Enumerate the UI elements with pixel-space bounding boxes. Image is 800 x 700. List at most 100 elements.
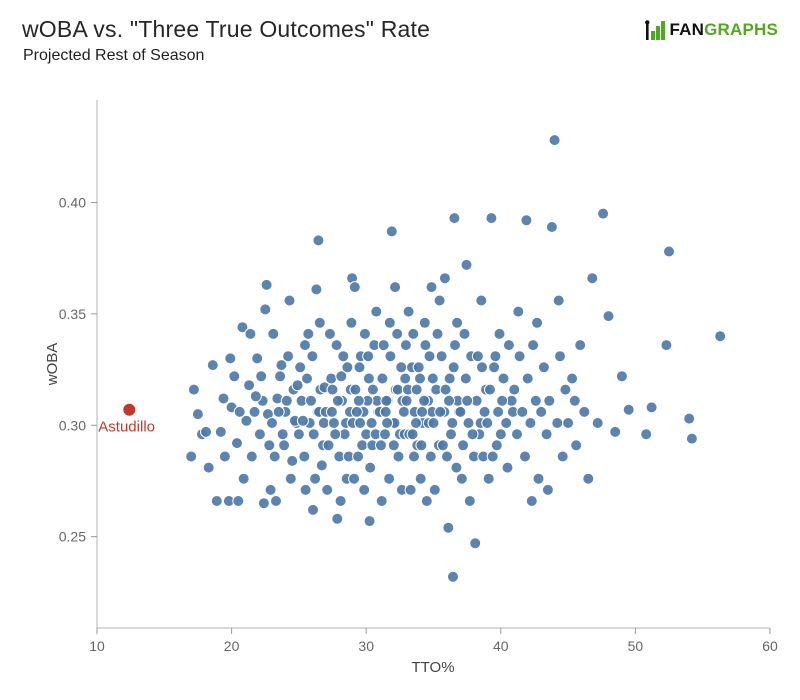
logo-text-graphs: GRAPHS [704, 20, 778, 39]
scatter-point [524, 417, 537, 429]
scatter-point [352, 450, 365, 463]
scatter-point [263, 439, 276, 452]
x-tick-label: 10 [89, 638, 105, 654]
scatter-point [441, 450, 453, 463]
y-tick-label: 0.35 [59, 306, 86, 322]
scatter-point [466, 428, 479, 441]
scatter-point [356, 439, 369, 452]
scatter-point [459, 372, 472, 385]
scatter-point [500, 417, 513, 429]
scatter-point [296, 414, 309, 427]
scatter-point [412, 361, 425, 374]
scatter-point [447, 570, 459, 583]
scatter-point [383, 316, 396, 329]
scatter-point [270, 495, 282, 507]
scatter-point [375, 495, 388, 507]
scatter-point [395, 361, 408, 374]
scatter-point [391, 383, 404, 396]
scatter-point [455, 472, 468, 485]
scatter-point [200, 425, 212, 438]
scatter-point [586, 272, 599, 285]
scatter-point [471, 350, 484, 363]
scatter-point [407, 327, 420, 340]
fangraphs-wordmark: FANGRAPHS [669, 20, 778, 40]
scatter-point [427, 417, 440, 429]
scatter-point [570, 439, 583, 452]
scatter-point [217, 392, 230, 405]
x-tick-label: 60 [762, 638, 778, 654]
scatter-point [410, 383, 423, 396]
scatter-point [428, 483, 441, 496]
scatter-point [497, 372, 510, 385]
scatter-point [322, 439, 335, 452]
scatter-point [545, 221, 558, 233]
scatter-point [352, 394, 365, 407]
scatter-point [272, 405, 285, 418]
scatter-point [408, 450, 420, 463]
scatter-point [348, 472, 361, 485]
logo-text-fan: FAN [669, 20, 705, 39]
scatter-point [475, 294, 488, 307]
scatter-point [302, 327, 315, 340]
scatter-point [438, 272, 451, 285]
scatter-point [214, 425, 227, 438]
scatter-point [276, 428, 289, 441]
scatter-point [435, 350, 448, 363]
scatter-point [232, 495, 245, 507]
scatter-point [443, 372, 456, 385]
scatter-point [243, 379, 256, 392]
scatter-point [461, 394, 474, 407]
scatter-point [431, 327, 444, 340]
scatter-point [426, 372, 439, 385]
scatter-point [292, 428, 305, 441]
scatter-point [348, 281, 361, 294]
scatter-point [294, 361, 307, 374]
scatter-point [447, 361, 460, 374]
scatter-point [493, 327, 506, 340]
scatter-point [685, 432, 698, 445]
scatter-point [591, 417, 604, 429]
scatter-point [492, 405, 505, 418]
scatter-point [445, 428, 457, 441]
y-tick-label: 0.40 [59, 194, 86, 210]
scatter-point [317, 417, 330, 429]
scatter-point [622, 403, 635, 416]
scatter-point [449, 339, 461, 352]
scatter-point [366, 383, 379, 396]
scatter-point [454, 405, 467, 418]
scatter-point [519, 450, 531, 463]
scatter-point [389, 281, 402, 294]
scatter-point [508, 383, 521, 396]
scatter-point [406, 428, 419, 441]
scatter-point [521, 372, 534, 385]
scatter-point [462, 417, 475, 429]
scatter-point [512, 305, 525, 318]
scatter-point [299, 339, 311, 352]
scatter-point [363, 515, 376, 528]
scatter-point [264, 483, 277, 496]
scatter-point [266, 417, 278, 429]
x-tick-label: 50 [628, 638, 644, 654]
scatter-point [267, 327, 280, 340]
scatter-point [202, 461, 215, 474]
scatter-point [299, 483, 312, 496]
scatter-point [313, 316, 326, 329]
scatter-point [260, 278, 273, 291]
scatter-point [714, 330, 727, 343]
scatter-point [566, 372, 579, 385]
scatter-point [345, 316, 358, 329]
scatter-point [451, 316, 464, 329]
scatter-point [305, 394, 317, 407]
scatter-point [309, 472, 322, 485]
scatter-point [362, 372, 375, 385]
scatter-point [439, 383, 452, 396]
scatter-point [257, 497, 270, 510]
scatter-point [478, 405, 491, 418]
fangraphs-logo: FANGRAPHS [644, 20, 778, 40]
scatter-point [365, 417, 378, 429]
scatter-point [410, 417, 422, 429]
scatter-point [283, 294, 296, 307]
scatter-point [418, 394, 431, 407]
scatter-point [532, 472, 545, 485]
y-axis-label: wOBA [44, 343, 61, 387]
